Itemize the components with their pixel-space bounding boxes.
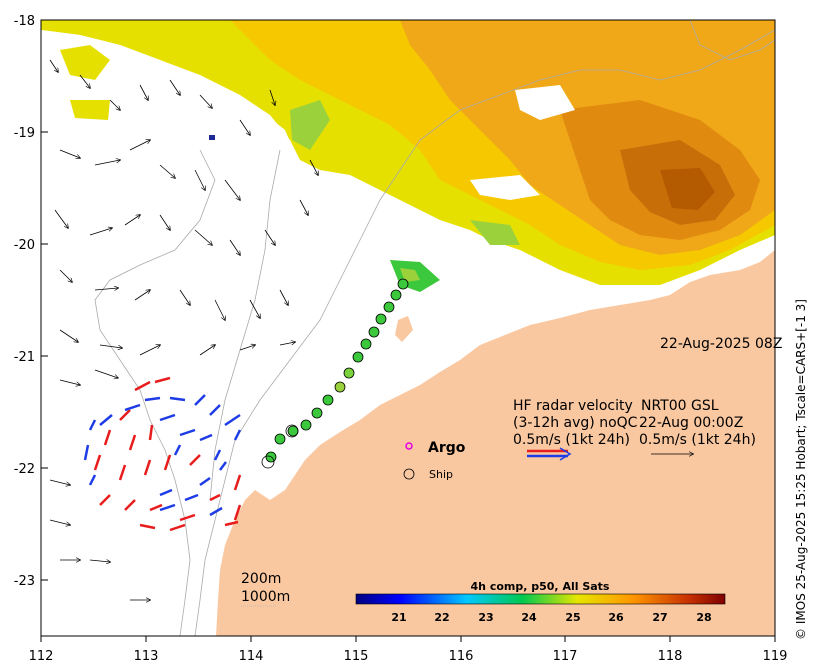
plot-frame	[40, 19, 776, 637]
lon-tick-label: 119	[763, 649, 788, 664]
depth-200-label: 200m	[241, 571, 281, 587]
ship-marker	[403, 468, 415, 480]
axis-tick-marks	[40, 19, 776, 642]
hf-avg: (3-12h avg) noQC	[513, 415, 638, 431]
lat-tick-label: -22	[14, 462, 35, 477]
lat-tick-label: -23	[14, 574, 35, 589]
lon-tick-label: 113	[134, 649, 159, 664]
hf-radar-vectors	[83, 376, 242, 532]
lon-tick-label: 117	[553, 649, 578, 664]
sst-colorbar: 4h comp, p50, All Sats 21 22 23 24 25 26…	[355, 580, 726, 624]
credit-text: © IMOS 25-Aug-2025 15:25 Hobart; Tscale=…	[794, 299, 808, 640]
lat-tick-label: -19	[14, 126, 35, 141]
hf-scale: 0.5m/s (1kt 24h)	[513, 432, 630, 448]
colorbar-tick: 21	[391, 611, 406, 624]
hf-title: HF radar velocity	[513, 398, 633, 414]
argo-marker	[405, 442, 413, 450]
lat-tick-label: -21	[14, 350, 35, 365]
nrt-date: 22-Aug 00:00Z	[639, 415, 743, 431]
sst-swath	[41, 20, 775, 292]
lon-tick-label: 115	[344, 649, 369, 664]
colorbar-tick: 24	[521, 611, 537, 624]
colorbar-tick: 28	[696, 611, 711, 624]
colorbar-tick: 26	[608, 611, 624, 624]
model-current-vectors	[49, 59, 318, 600]
argo-label: Argo	[428, 440, 466, 456]
depth-1000-label: 1000m	[241, 589, 290, 605]
ship-label: Ship	[429, 468, 453, 481]
colorbar-tick: 25	[565, 611, 580, 624]
bathymetry-contours	[94, 20, 775, 636]
velocity-legend: HF radar velocity NRT00 GSL (3-12h avg) …	[513, 398, 756, 461]
nrt-scale: 0.5m/s (1kt 24h)	[639, 432, 756, 448]
colorbar-tick: 23	[478, 611, 493, 624]
lat-tick-label: -20	[14, 238, 35, 253]
marker-legend: Argo Ship	[403, 440, 466, 481]
lon-tick-label: 116	[449, 649, 474, 664]
colorbar-tick: 22	[434, 611, 449, 624]
ship-track	[261, 278, 409, 469]
lon-tick-label: 114	[239, 649, 264, 664]
colorbar-ramp	[355, 593, 726, 605]
date-label: 22-Aug-2025 08Z	[660, 336, 782, 352]
nrt-title: NRT00 GSL	[641, 398, 719, 414]
colorbar-tick: 27	[652, 611, 667, 624]
colorbar-title: 4h comp, p50, All Sats	[471, 580, 610, 593]
lat-tick-label: -18	[14, 14, 35, 29]
lon-tick-label: 112	[29, 649, 54, 664]
lon-tick-label: 118	[658, 649, 683, 664]
land-mass	[216, 250, 775, 636]
